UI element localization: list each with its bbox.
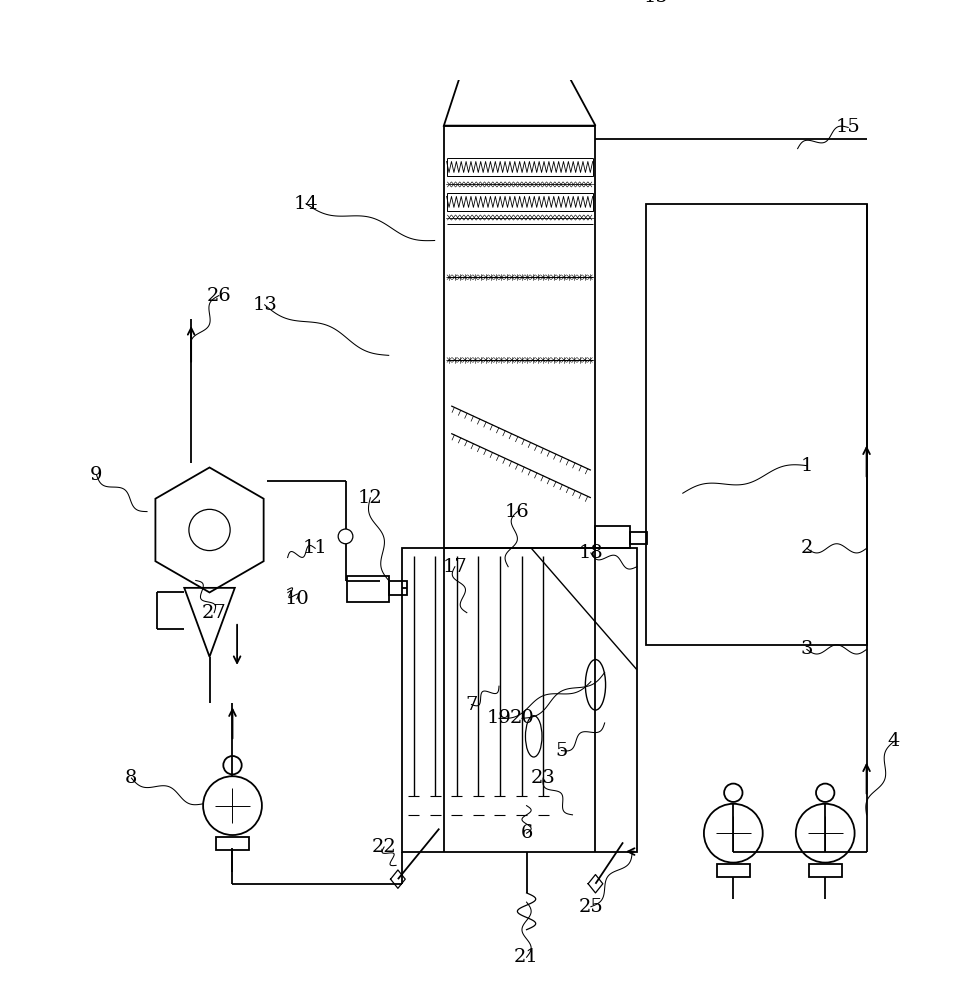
Text: 5: 5	[556, 742, 567, 760]
Text: 27: 27	[202, 604, 226, 622]
Text: 9: 9	[91, 466, 102, 484]
Text: 25: 25	[578, 898, 604, 916]
Text: 26: 26	[207, 287, 231, 305]
Bar	[403, 548, 637, 852]
Text: 13: 13	[253, 296, 277, 314]
Text: 19: 19	[487, 709, 512, 727]
Text: 14: 14	[293, 195, 319, 213]
Text: 20: 20	[510, 709, 534, 727]
Bar	[389, 581, 408, 595]
Bar	[566, 14, 629, 50]
Text: 15: 15	[644, 0, 669, 6]
Text: 8: 8	[125, 769, 137, 787]
Text: 3: 3	[800, 640, 813, 658]
Text: 10: 10	[285, 590, 309, 608]
Text: 22: 22	[371, 838, 397, 856]
Bar	[215, 837, 249, 850]
Text: 6: 6	[521, 824, 532, 842]
Text: 21: 21	[514, 948, 539, 966]
Text: 12: 12	[358, 489, 383, 507]
Bar	[596, 526, 631, 548]
Bar	[444, 126, 596, 548]
Text: 16: 16	[505, 503, 529, 521]
Text: 15: 15	[836, 118, 861, 136]
Text: 23: 23	[530, 769, 556, 787]
Bar	[646, 204, 867, 645]
Bar	[347, 576, 389, 602]
Bar	[808, 864, 841, 877]
Text: 2: 2	[800, 539, 813, 557]
Bar	[631, 532, 647, 544]
Bar	[717, 864, 750, 877]
Text: 18: 18	[578, 544, 604, 562]
Text: 4: 4	[888, 732, 900, 750]
Text: 1: 1	[800, 457, 813, 475]
Text: 7: 7	[465, 696, 478, 714]
Text: 11: 11	[303, 539, 328, 557]
Text: 17: 17	[443, 558, 467, 576]
